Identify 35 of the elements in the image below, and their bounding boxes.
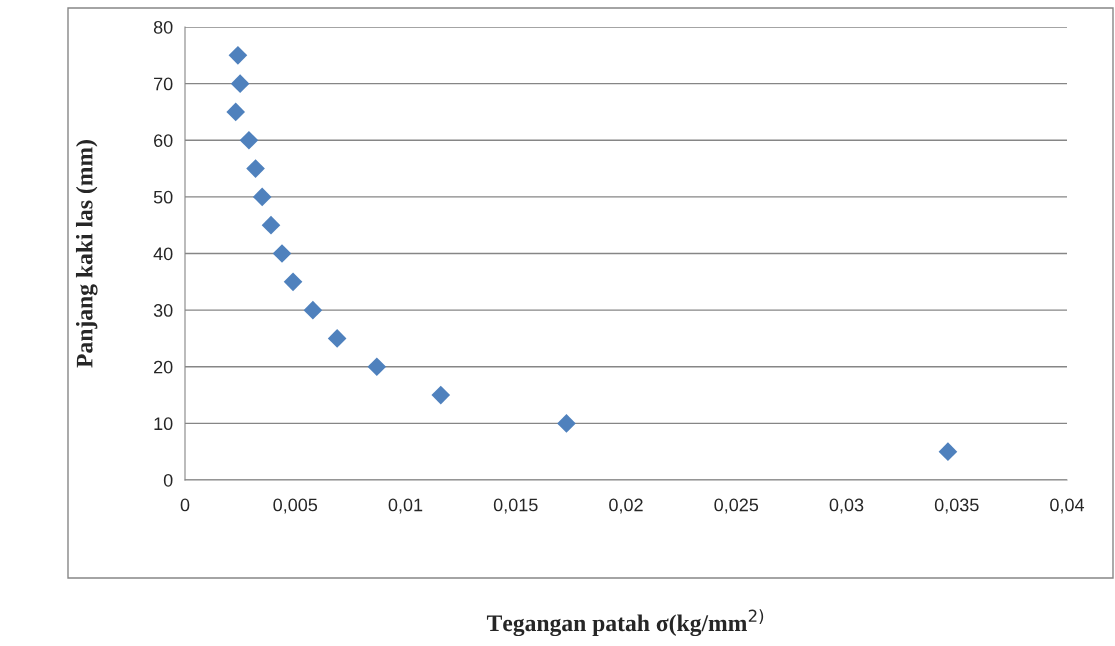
x-tick-label: 0,015 xyxy=(493,498,538,514)
y-tick-label: 50 xyxy=(153,190,173,204)
y-axis-title: Panjang kaki las (mm) xyxy=(75,140,98,368)
point xyxy=(557,414,576,433)
x-tick-label: 0,01 xyxy=(388,498,423,514)
y-tick-label: 40 xyxy=(153,247,173,261)
point xyxy=(261,215,281,235)
point xyxy=(303,300,323,320)
x-tick-label: 0,03 xyxy=(829,498,864,514)
point xyxy=(367,357,387,377)
y-tick-label: 20 xyxy=(154,360,173,374)
point xyxy=(327,329,347,348)
y-tick-label: 30 xyxy=(153,304,173,317)
y-tick-label: 0 xyxy=(163,473,173,487)
point xyxy=(283,272,303,292)
point xyxy=(252,187,272,207)
y-tick-label: 80 xyxy=(153,20,173,34)
point xyxy=(938,442,958,461)
y-tick-label: 70 xyxy=(154,77,173,91)
point xyxy=(246,159,265,178)
y-tick-label: 60 xyxy=(154,134,173,147)
x-tick-label: 0,04 xyxy=(1050,498,1085,514)
point xyxy=(226,102,246,122)
x-tick-label: 0 xyxy=(180,498,190,512)
y-tick-label: 10 xyxy=(154,417,173,431)
point xyxy=(239,130,259,150)
point xyxy=(230,74,250,93)
x-axis-title: Tegangan patah σ(kg/mm$^{2)}$ xyxy=(486,609,764,637)
point xyxy=(431,385,451,405)
x-tick-label: 0,02 xyxy=(609,498,643,514)
x-tick-label: 0,025 xyxy=(714,498,759,514)
point xyxy=(272,244,292,263)
x-tick-label: 0,005 xyxy=(273,498,318,514)
point xyxy=(228,46,248,65)
x-tick-label: 0,035 xyxy=(934,498,979,514)
